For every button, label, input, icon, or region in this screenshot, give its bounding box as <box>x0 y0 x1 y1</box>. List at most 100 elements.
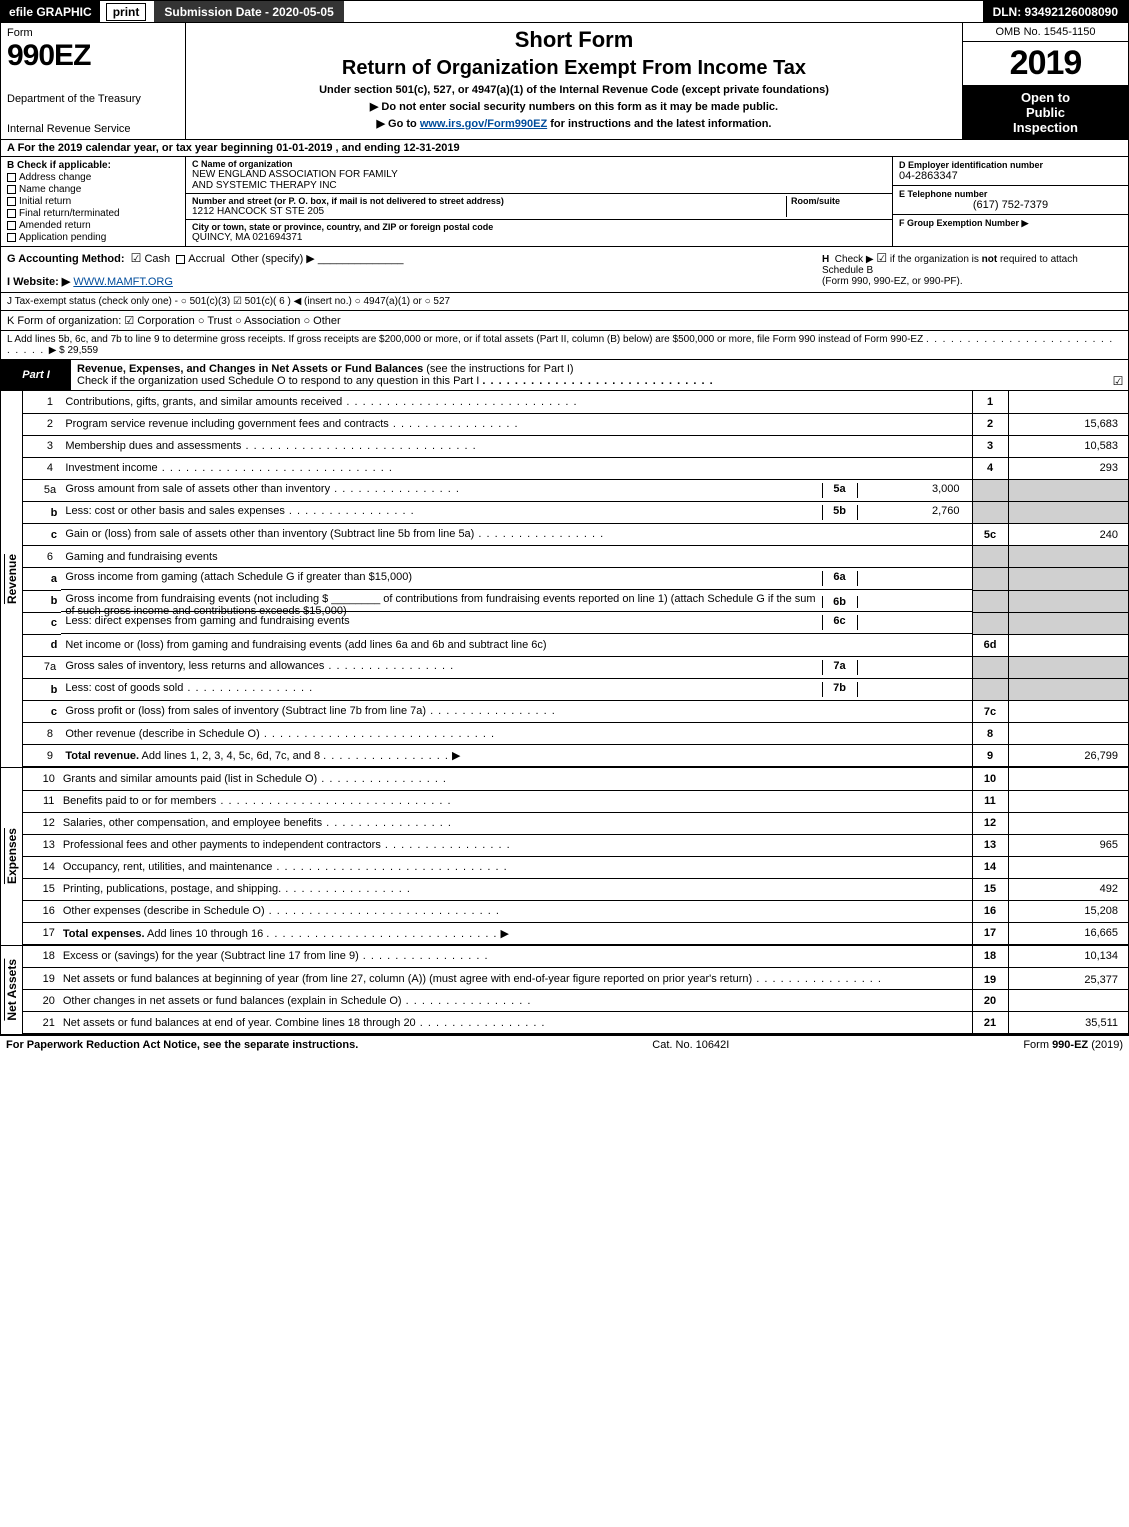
print-button[interactable]: print <box>106 3 147 21</box>
line-k: K Form of organization: ☑ Corporation ○ … <box>1 311 1128 331</box>
n-13: 13 <box>23 834 59 856</box>
dept-irs: Internal Revenue Service <box>7 123 179 135</box>
part-1-subtitle: (see the instructions for Part I) <box>423 363 573 375</box>
row-20: 20Other changes in net assets or fund ba… <box>23 990 1128 1012</box>
rn-13: 13 <box>972 834 1008 856</box>
cb-address-change[interactable] <box>7 173 16 182</box>
cb-initial-return[interactable] <box>7 197 16 206</box>
n-7c: c <box>23 701 62 723</box>
rv-13: 965 <box>1008 834 1128 856</box>
expenses-side-label: Expenses <box>4 828 19 884</box>
n-4: 4 <box>23 457 62 479</box>
rn-7c: 7c <box>972 701 1008 723</box>
n-8: 8 <box>23 723 62 745</box>
d-19: Net assets or fund balances at beginning… <box>63 973 882 985</box>
rvblk-5b <box>1008 502 1128 524</box>
rv-20 <box>1008 990 1128 1012</box>
line-h-text: H Check ▶ ☑ if the organization is not r… <box>822 251 1122 276</box>
rnblk-5a <box>972 479 1008 502</box>
rn-4: 4 <box>972 457 1008 479</box>
rn-12: 12 <box>972 812 1008 834</box>
d-7c: Gross profit or (loss) from sales of inv… <box>65 705 555 717</box>
rnblk-7b <box>972 679 1008 701</box>
line-h-sub: (Form 990, 990-EZ, or 990-PF). <box>822 276 1122 287</box>
part-1-checkline: Check if the organization used Schedule … <box>77 375 479 387</box>
n-5a: 5a <box>23 479 62 502</box>
irs-link[interactable]: www.irs.gov/Form990EZ <box>420 118 547 130</box>
omb-number: OMB No. 1545-1150 <box>963 23 1128 42</box>
part-1-header: Part I Revenue, Expenses, and Changes in… <box>1 360 1128 391</box>
in-7a: 7a <box>822 660 858 675</box>
row-18: 18Excess or (savings) for the year (Subt… <box>23 946 1128 968</box>
website-link[interactable]: WWW.MAMFT.ORG <box>73 276 173 288</box>
row-6a: aGross income from gaming (attach Schedu… <box>23 568 1128 591</box>
n-21: 21 <box>23 1012 59 1034</box>
entity-block: B Check if applicable: Address change Na… <box>1 157 1128 247</box>
goto-notice: ▶ Go to www.irs.gov/Form990EZ for instru… <box>194 117 954 130</box>
rn-15: 15 <box>972 878 1008 900</box>
d-10: Grants and similar amounts paid (list in… <box>63 773 447 785</box>
page-footer: For Paperwork Reduction Act Notice, see … <box>0 1036 1129 1054</box>
section-c: C Name of organization NEW ENGLAND ASSOC… <box>186 157 893 246</box>
label-room: Room/suite <box>791 196 886 206</box>
rn-20: 20 <box>972 990 1008 1012</box>
rn-6d: 6d <box>972 634 1008 656</box>
rv-4: 293 <box>1008 457 1128 479</box>
rn-21: 21 <box>972 1012 1008 1034</box>
in-6b: 6b <box>822 596 858 608</box>
goto-pre: ▶ Go to <box>377 118 420 130</box>
main-title: Return of Organization Exempt From Incom… <box>194 57 954 80</box>
d-9-b: Total revenue. <box>65 750 139 762</box>
d-5a: Gross amount from sale of assets other t… <box>65 483 821 498</box>
d-1: Contributions, gifts, grants, and simila… <box>65 396 577 408</box>
row-11: 11Benefits paid to or for members11 <box>23 790 1128 812</box>
n-14: 14 <box>23 856 59 878</box>
n-5c: c <box>23 524 62 546</box>
rn-5c: 5c <box>972 524 1008 546</box>
rv-1 <box>1008 391 1128 413</box>
row-4: 4Investment income4293 <box>23 457 1128 479</box>
form-header: Form 990EZ Department of the Treasury In… <box>1 23 1128 140</box>
cb-application-pending[interactable] <box>7 233 16 242</box>
rvblk-6 <box>1008 546 1128 568</box>
rnblk-6c <box>972 612 1008 634</box>
row-16: 16Other expenses (describe in Schedule O… <box>23 900 1128 922</box>
cb-accrual[interactable] <box>176 255 185 264</box>
lines-ghi: G Accounting Method: ☑ Cash Accrual Othe… <box>1 247 1128 293</box>
row-8: 8Other revenue (describe in Schedule O)8 <box>23 723 1128 745</box>
d-11: Benefits paid to or for members <box>63 795 452 807</box>
n-5b: b <box>23 502 62 524</box>
n-19: 19 <box>23 968 59 990</box>
rvblk-7b <box>1008 679 1128 701</box>
in-6c: 6c <box>822 615 858 630</box>
cb-name-change[interactable] <box>7 185 16 194</box>
row-21: 21 Net assets or fund balances at end of … <box>23 1012 1128 1034</box>
org-name-1: NEW ENGLAND ASSOCIATION FOR FAMILY <box>192 169 886 180</box>
iv-5a: 3,000 <box>858 483 968 498</box>
expenses-section: Expenses 10Grants and similar amounts pa… <box>1 768 1128 946</box>
row-7a: 7aGross sales of inventory, less returns… <box>23 656 1128 679</box>
section-b-title: B Check if applicable: <box>7 160 111 171</box>
d-3: Membership dues and assessments <box>65 440 476 452</box>
d-2: Program service revenue including govern… <box>65 418 518 430</box>
rn-9: 9 <box>972 745 1008 767</box>
cb-amended-return[interactable] <box>7 221 16 230</box>
row-6d: dNet income or (loss) from gaming and fu… <box>23 634 1128 656</box>
rn-18: 18 <box>972 946 1008 968</box>
d-16: Other expenses (describe in Schedule O) <box>63 905 500 917</box>
subtitle: Under section 501(c), 527, or 4947(a)(1)… <box>194 84 954 96</box>
iv-6b <box>858 593 968 608</box>
row-5a: 5aGross amount from sale of assets other… <box>23 479 1128 502</box>
rnblk-6b <box>972 590 1008 612</box>
cb-final-return[interactable] <box>7 209 16 218</box>
rv-3: 10,583 <box>1008 435 1128 457</box>
row-6: 6Gaming and fundraising events <box>23 546 1128 568</box>
open-line-1: Open to <box>967 90 1124 105</box>
iv-7b <box>858 682 968 697</box>
iv-6c <box>858 615 968 630</box>
rv-14 <box>1008 856 1128 878</box>
d-21: Net assets or fund balances at end of ye… <box>63 1017 546 1029</box>
rn-19: 19 <box>972 968 1008 990</box>
part-1-title: Revenue, Expenses, and Changes in Net As… <box>77 363 423 375</box>
line-g-label: G Accounting Method: <box>7 253 125 265</box>
